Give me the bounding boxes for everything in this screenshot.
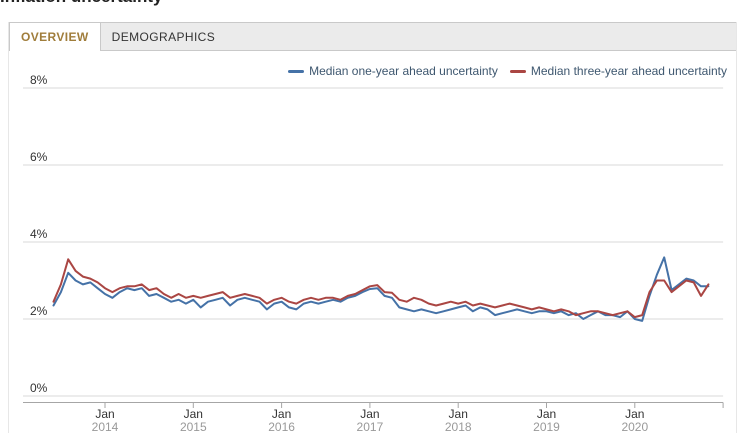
x-tick-label-year: 2020 [621,420,648,433]
x-tick-label-year: 2016 [268,420,295,433]
x-tick-label-year: 2019 [533,420,560,433]
tab-bar-divider [9,50,736,51]
x-tick-label-year: 2017 [357,420,384,433]
x-tick-label-month: Jan [95,407,114,421]
x-tick-label-month: Jan [537,407,556,421]
tab-demographics[interactable]: DEMOGRAPHICS [101,23,226,51]
x-tick-label-month: Jan [449,407,468,421]
tab-overview[interactable]: OVERVIEW [9,23,101,51]
y-axis-label: 2% [30,304,48,318]
page-title-clipped: Inflation uncertainty [0,0,300,9]
y-axis-label: 8% [30,73,48,87]
x-tick-label-year: 2018 [445,420,472,433]
page-title: Inflation uncertainty [0,0,300,7]
chart-legend: Median one-year ahead uncertainty Median … [288,65,727,78]
legend-item[interactable]: Median one-year ahead uncertainty [288,65,498,78]
legend-label: Median one-year ahead uncertainty [309,64,498,78]
x-tick-label-month: Jan [360,407,379,421]
legend-swatch-icon [509,70,526,73]
y-axis-label: 6% [30,150,48,164]
y-axis-label: 0% [30,381,48,395]
x-tick-label-month: Jan [184,407,203,421]
legend-label: Median three-year ahead uncertainty [530,64,727,78]
x-tick-label-month: Jan [272,407,291,421]
x-tick-label-year: 2015 [180,420,207,433]
tab-bar: OVERVIEW DEMOGRAPHICS [9,22,736,51]
legend-item[interactable]: Median three-year ahead uncertainty [509,64,727,78]
legend-swatch-icon [288,70,305,73]
y-axis-label: 4% [30,227,48,241]
series-line-median-three-year-ahead-uncertainty [52,258,710,319]
x-tick-label-month: Jan [625,407,644,421]
x-tick-label-year: 2014 [92,420,119,433]
tab-overview-label: OVERVIEW [21,30,89,44]
chart-panel: OVERVIEW DEMOGRAPHICS [8,22,737,433]
tab-demographics-label: DEMOGRAPHICS [111,30,216,44]
